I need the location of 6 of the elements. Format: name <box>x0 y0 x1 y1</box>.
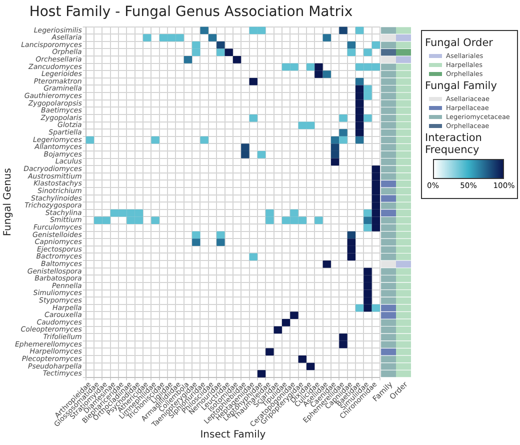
y-axis-title: Fungal Genus <box>2 168 14 236</box>
x-axis-title: Insect Family <box>200 430 266 441</box>
legend-title: Fungal Family <box>425 80 498 92</box>
legend-title: Fungal Order <box>425 37 494 49</box>
color-bar-title: Interaction Frequency <box>425 132 483 156</box>
chart-title: Host Family - Fungal Genus Association Matrix <box>29 4 353 20</box>
